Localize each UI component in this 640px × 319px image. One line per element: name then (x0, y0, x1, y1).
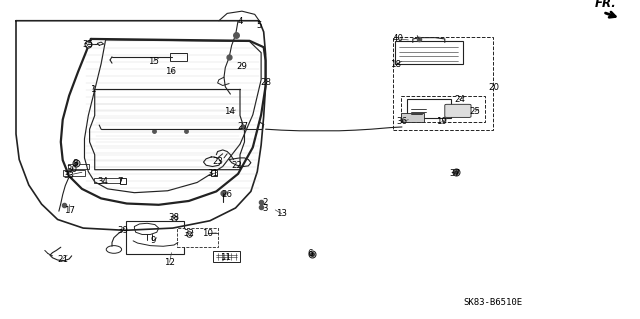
Text: 4: 4 (237, 17, 243, 26)
Text: 31: 31 (207, 169, 218, 178)
FancyBboxPatch shape (177, 228, 218, 247)
Text: 30: 30 (66, 165, 77, 174)
Text: 32: 32 (183, 229, 195, 238)
Text: 38: 38 (168, 213, 180, 222)
Text: 2: 2 (263, 198, 268, 207)
Text: 36: 36 (396, 117, 408, 126)
Text: 9: 9 (151, 236, 156, 245)
Text: 29: 29 (237, 62, 247, 71)
Text: 23: 23 (212, 157, 223, 166)
FancyBboxPatch shape (170, 53, 187, 61)
Text: 10: 10 (202, 229, 214, 238)
Text: SK83-B6510E: SK83-B6510E (463, 298, 522, 307)
Text: FR.: FR. (595, 0, 617, 10)
Text: 3: 3 (263, 204, 268, 213)
Text: 20: 20 (488, 83, 500, 92)
Text: 13: 13 (276, 209, 287, 218)
Text: 8: 8 (73, 159, 78, 168)
FancyBboxPatch shape (94, 178, 121, 183)
Text: 11: 11 (220, 253, 231, 262)
FancyBboxPatch shape (407, 99, 451, 118)
Text: 24: 24 (454, 95, 465, 104)
FancyBboxPatch shape (401, 96, 485, 122)
Text: 33: 33 (63, 171, 75, 180)
Text: 25: 25 (469, 107, 481, 116)
Text: 6: 6 (308, 249, 313, 258)
Text: 40: 40 (392, 34, 404, 43)
Text: 1: 1 (90, 85, 95, 94)
Text: 27: 27 (237, 122, 249, 131)
Text: 15: 15 (148, 57, 159, 66)
Text: 16: 16 (165, 67, 177, 76)
Text: 7: 7 (118, 177, 123, 186)
Text: 28: 28 (260, 78, 271, 87)
Text: 21: 21 (57, 255, 68, 263)
Text: 26: 26 (221, 190, 233, 199)
Text: 12: 12 (164, 258, 175, 267)
Text: 14: 14 (223, 107, 235, 116)
FancyBboxPatch shape (395, 41, 463, 64)
Text: 35: 35 (83, 40, 94, 48)
FancyBboxPatch shape (68, 164, 89, 169)
Text: 19: 19 (436, 117, 447, 126)
Text: 18: 18 (390, 60, 401, 69)
FancyBboxPatch shape (213, 251, 240, 262)
Text: 17: 17 (63, 206, 75, 215)
Text: 5: 5 (257, 21, 262, 30)
Text: 22: 22 (231, 161, 243, 170)
Text: 37: 37 (449, 169, 460, 178)
FancyBboxPatch shape (126, 221, 184, 254)
FancyBboxPatch shape (445, 104, 471, 117)
Text: 34: 34 (97, 177, 108, 186)
FancyBboxPatch shape (63, 170, 85, 176)
FancyBboxPatch shape (401, 113, 424, 122)
Text: 39: 39 (118, 226, 128, 235)
